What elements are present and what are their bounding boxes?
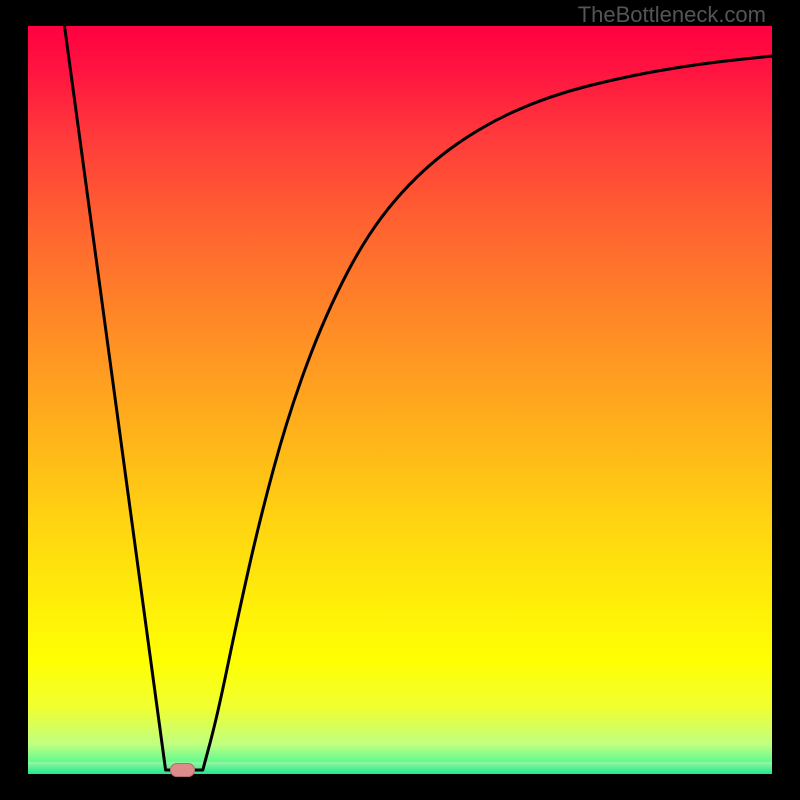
optimal-marker xyxy=(170,763,195,777)
plot-area xyxy=(28,26,772,774)
chart-frame: TheBottleneck.com xyxy=(0,0,800,800)
bottleneck-curve xyxy=(28,26,772,774)
curve-path xyxy=(65,26,773,770)
watermark-text: TheBottleneck.com xyxy=(578,2,766,28)
